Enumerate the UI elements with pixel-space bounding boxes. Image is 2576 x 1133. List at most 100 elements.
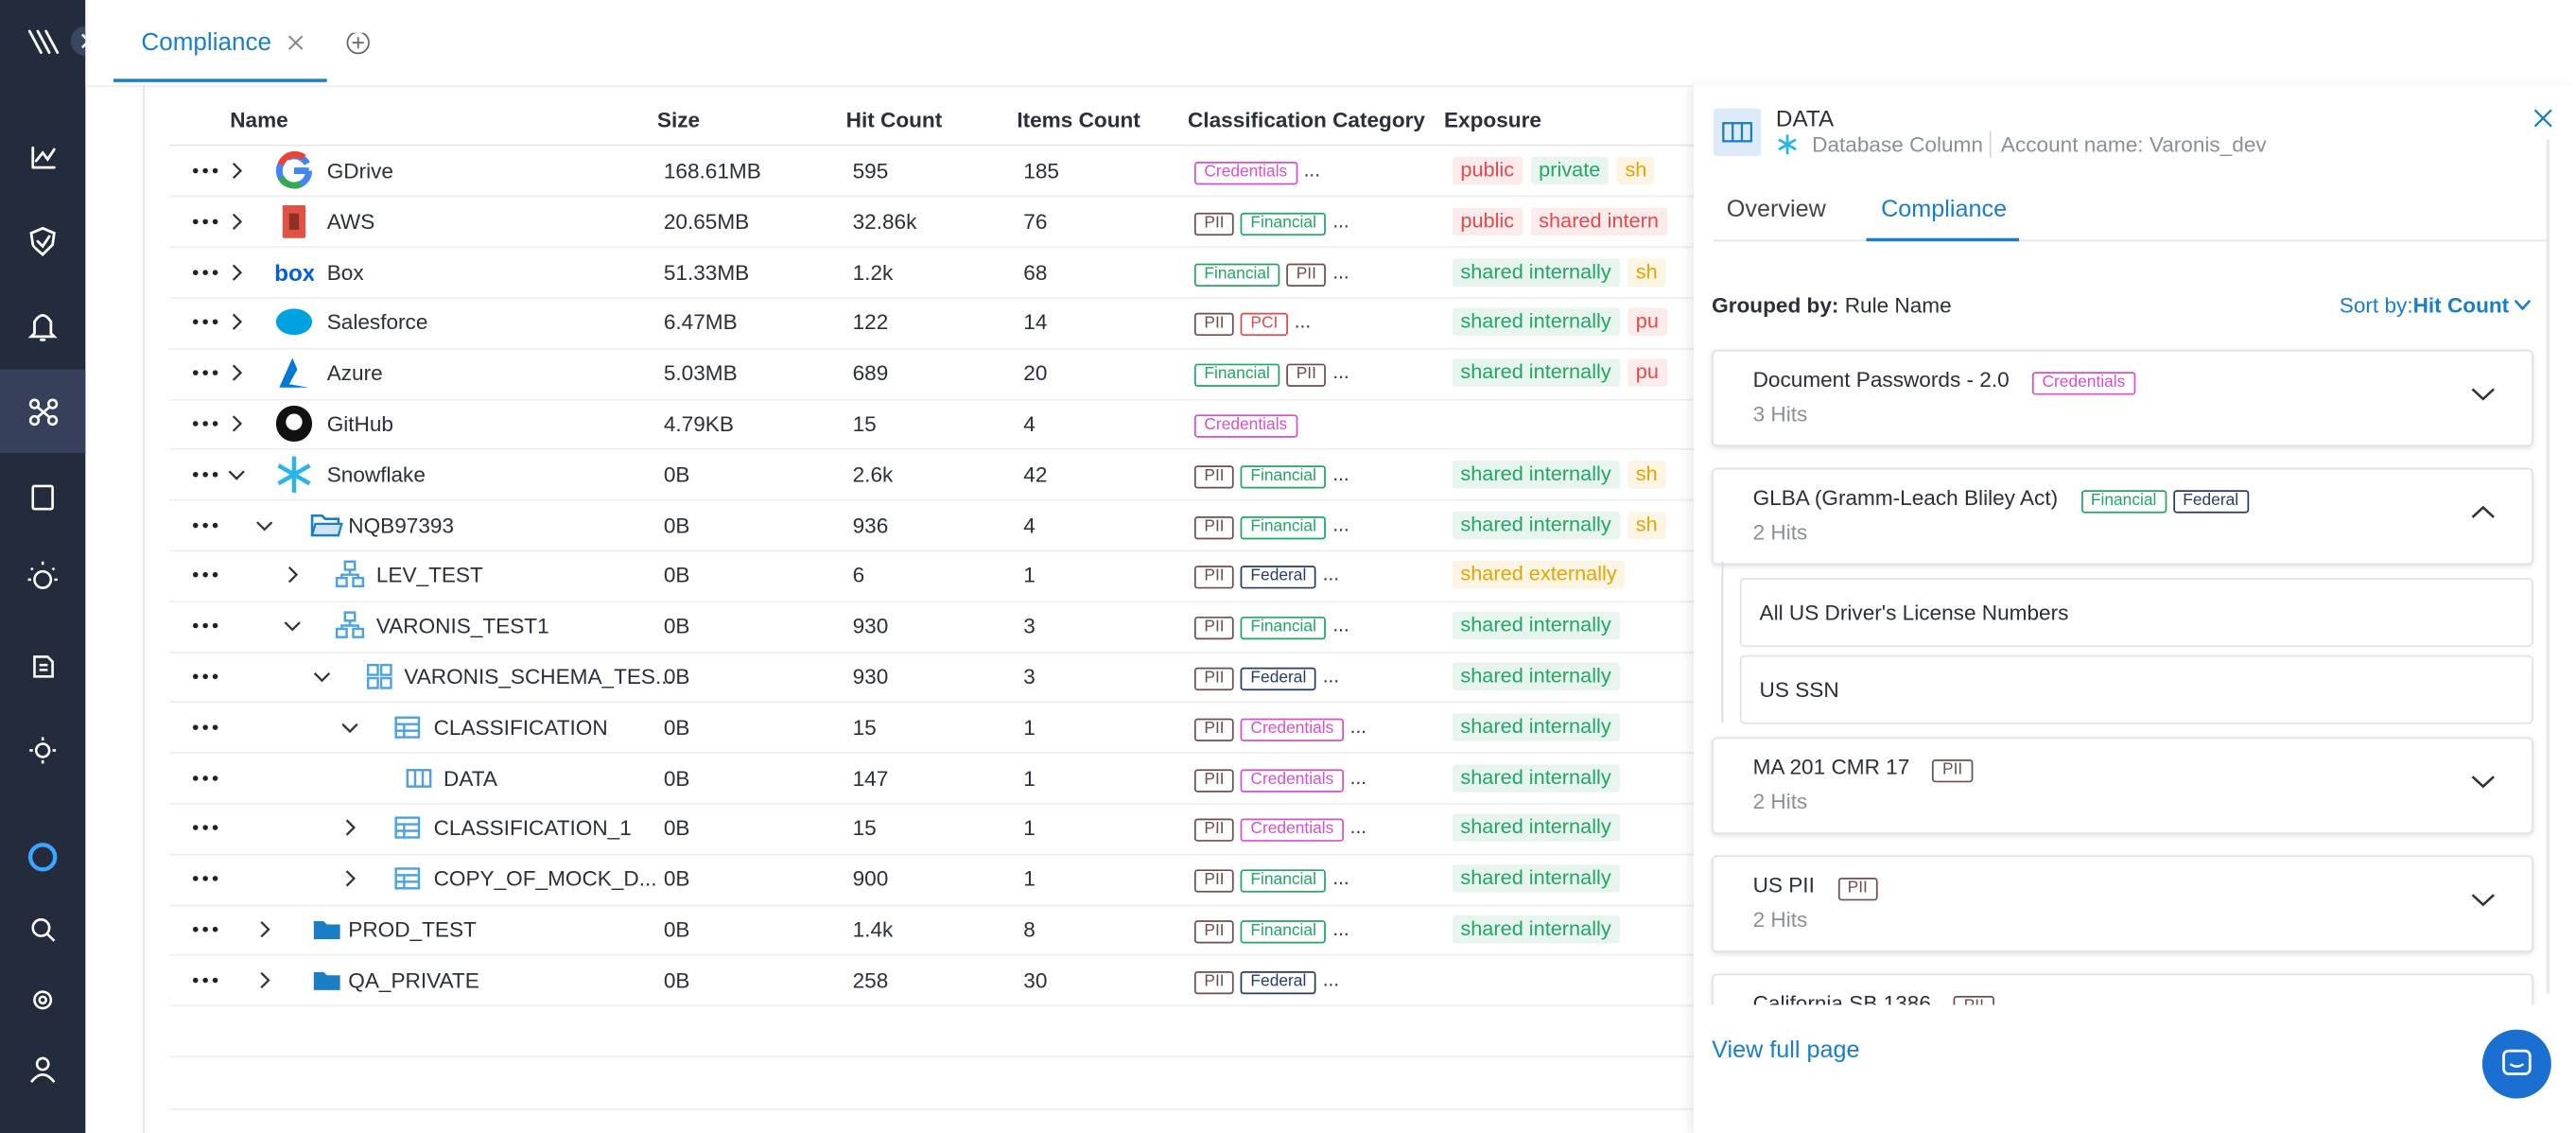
more-tags[interactable]: ... — [1322, 563, 1340, 586]
nav-user[interactable] — [35, 1056, 50, 1072]
row-name[interactable]: PROD_TEST — [348, 916, 477, 942]
panel-tab[interactable]: Compliance — [1881, 197, 2008, 224]
nav-reports[interactable] — [31, 484, 54, 511]
more-tags[interactable]: ... — [1332, 512, 1349, 536]
row-name[interactable]: Salesforce — [326, 309, 428, 335]
row-menu[interactable] — [192, 723, 218, 732]
row-menu[interactable] — [192, 520, 218, 530]
row-expander[interactable] — [227, 414, 247, 434]
tab[interactable]: Compliance — [141, 28, 272, 57]
row-expander[interactable] — [227, 313, 247, 333]
new-tab[interactable] — [346, 32, 370, 55]
row-name[interactable]: QA_PRIVATE — [348, 967, 479, 993]
sort-chevron[interactable] — [2514, 299, 2532, 312]
row-menu[interactable] — [192, 621, 218, 631]
rule-child[interactable] — [1739, 578, 2533, 648]
column-header[interactable]: Hit Count — [845, 107, 943, 132]
row-expander[interactable] — [283, 566, 303, 585]
more-tags[interactable]: ... — [1332, 866, 1349, 890]
nav-assistant[interactable] — [27, 843, 58, 872]
nav-analytics[interactable] — [31, 146, 56, 169]
row-expander[interactable] — [254, 970, 274, 990]
row-menu[interactable] — [192, 318, 218, 327]
row-expander[interactable] — [254, 919, 274, 939]
row-name[interactable]: COPY_OF_MOCK_D... — [433, 866, 657, 892]
rule-card[interactable] — [1712, 973, 2533, 1005]
rule-card[interactable] — [1712, 349, 2533, 447]
more-tags[interactable]: ... — [1332, 916, 1349, 940]
row-menu[interactable] — [192, 368, 218, 377]
row-name[interactable]: Snowflake — [326, 462, 426, 487]
more-tags[interactable]: ... — [1294, 309, 1312, 334]
rule-chevron[interactable] — [2471, 504, 2496, 520]
rule-chevron[interactable] — [2471, 892, 2496, 908]
more-tags[interactable]: ... — [1349, 815, 1367, 840]
row-menu[interactable] — [192, 419, 218, 428]
row-expander[interactable] — [227, 464, 247, 484]
row-menu[interactable] — [192, 469, 218, 479]
more-tags[interactable]: ... — [1349, 714, 1367, 739]
column-header[interactable]: Size — [656, 107, 701, 132]
more-tags[interactable]: ... — [1349, 765, 1367, 789]
row-name[interactable]: Box — [326, 259, 364, 285]
logo[interactable] — [27, 29, 60, 54]
row-name[interactable]: VARONIS_SCHEMA_TES... — [404, 664, 673, 689]
row-expander[interactable] — [227, 161, 247, 181]
sort-by[interactable]: Sort by:Hit Count — [2340, 293, 2509, 318]
column-header[interactable]: Classification Category — [1187, 107, 1426, 132]
more-tags[interactable]: ... — [1332, 462, 1349, 485]
rule-chevron[interactable] — [2471, 774, 2496, 790]
more-tags[interactable]: ... — [1322, 664, 1340, 688]
row-menu[interactable] — [192, 824, 218, 833]
row-expander[interactable] — [340, 869, 360, 889]
row-name[interactable]: VARONIS_TEST1 — [375, 613, 549, 638]
row-expander[interactable] — [227, 363, 247, 383]
more-tags[interactable]: ... — [1332, 613, 1349, 637]
chat-button[interactable] — [2481, 1029, 2551, 1099]
row-menu[interactable] — [192, 267, 218, 276]
rule-child[interactable] — [1739, 654, 2533, 724]
rule-card[interactable] — [1712, 467, 2533, 566]
row-name[interactable]: NQB97393 — [348, 512, 455, 537]
row-name[interactable]: Azure — [326, 360, 383, 386]
nav-docs[interactable] — [33, 655, 54, 678]
row-name[interactable]: DATA — [444, 765, 497, 791]
rule-chevron[interactable] — [2471, 386, 2496, 402]
row-expander[interactable] — [283, 616, 303, 636]
rule-card[interactable] — [1712, 737, 2533, 834]
row-expander[interactable] — [227, 262, 247, 282]
row-name[interactable]: CLASSIFICATION — [433, 714, 608, 740]
more-tags[interactable]: ... — [1322, 967, 1340, 991]
row-menu[interactable] — [192, 924, 218, 933]
column-header[interactable]: Name — [230, 107, 288, 132]
row-menu[interactable] — [192, 975, 218, 985]
nav-gear[interactable] — [33, 990, 53, 1010]
more-tags[interactable]: ... — [1332, 209, 1349, 233]
column-header[interactable]: Items Count — [1017, 107, 1140, 132]
nav-insights[interactable] — [33, 569, 53, 589]
row-expander[interactable] — [227, 212, 247, 232]
group-value[interactable]: Rule Name — [1844, 292, 1952, 318]
nav-alerts[interactable] — [27, 313, 58, 341]
panel-close[interactable] — [2533, 109, 2553, 129]
nav-search[interactable] — [31, 917, 51, 937]
sidebar-toggle[interactable] — [70, 26, 86, 57]
row-menu[interactable] — [192, 773, 218, 782]
row-menu[interactable] — [192, 166, 218, 175]
row-expander[interactable] — [340, 818, 360, 838]
tab-close[interactable] — [288, 35, 304, 50]
nav-data[interactable] — [37, 406, 50, 418]
row-name[interactable]: CLASSIFICATION_1 — [433, 815, 632, 841]
row-menu[interactable] — [192, 217, 218, 226]
row-expander[interactable] — [340, 717, 360, 737]
nav-settings-sun[interactable] — [34, 742, 51, 758]
row-menu[interactable] — [192, 874, 218, 883]
row-name[interactable]: AWS — [326, 209, 375, 235]
panel-tab[interactable]: Overview — [1726, 197, 1826, 224]
nav-security[interactable] — [29, 226, 56, 256]
row-expander[interactable] — [254, 514, 274, 534]
row-name[interactable]: LEV_TEST — [375, 563, 483, 588]
row-menu[interactable] — [192, 671, 218, 681]
row-expander[interactable] — [312, 667, 332, 687]
more-tags[interactable]: ... — [1332, 360, 1349, 384]
